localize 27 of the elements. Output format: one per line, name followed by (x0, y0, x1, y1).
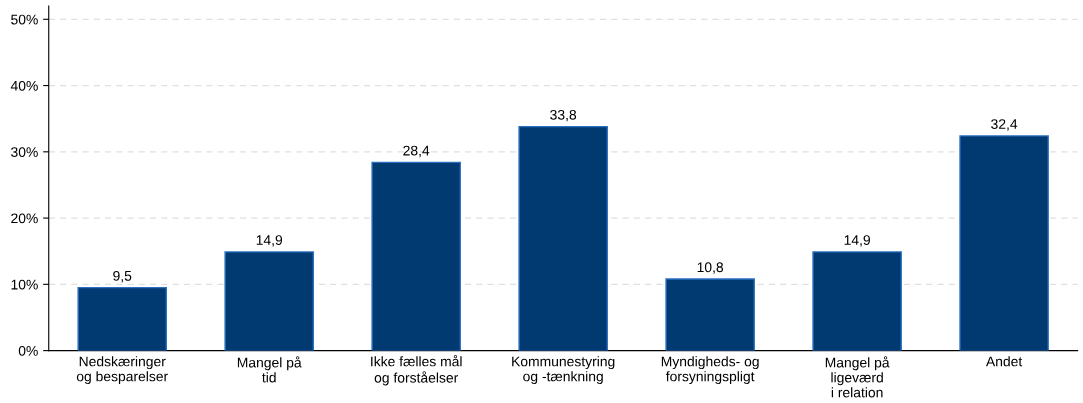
data-label: 32,4 (991, 119, 1018, 131)
x-tick-label: Andet (985, 356, 1023, 367)
data-label: 10,8 (697, 262, 724, 274)
y-tick-label: 0% (18, 345, 38, 356)
bar (812, 251, 902, 351)
x-tick-label: Myndigheds- og forsyningspligt (661, 356, 759, 385)
data-label: 28,4 (403, 145, 430, 158)
x-tick-label: Kommunestyring og -tænkning (512, 356, 615, 385)
bar (224, 251, 314, 351)
x-tick-label: Mangel på ligeværd i relation (825, 356, 890, 398)
y-tick-label: 20% (11, 213, 38, 224)
bar (665, 278, 755, 351)
x-tick-label: Ikke fælles mål og forståelser (371, 355, 462, 386)
x-tick-label: Nedskæringer og besparelser (76, 356, 168, 385)
y-tick-label: 10% (11, 279, 38, 290)
bar (518, 125, 608, 351)
data-label: 14,9 (844, 235, 870, 247)
y-tick-label: 30% (11, 147, 38, 157)
y-tick-label: 40% (10, 80, 38, 91)
data-label: 33,8 (550, 109, 577, 122)
data-label: 9,5 (113, 270, 132, 283)
bar (371, 161, 461, 351)
bar (959, 135, 1049, 351)
bar (77, 286, 168, 351)
x-tick-label: Mangel på tid (237, 356, 302, 383)
data-label: 14,9 (256, 235, 283, 247)
y-tick-label: 50% (11, 14, 38, 25)
